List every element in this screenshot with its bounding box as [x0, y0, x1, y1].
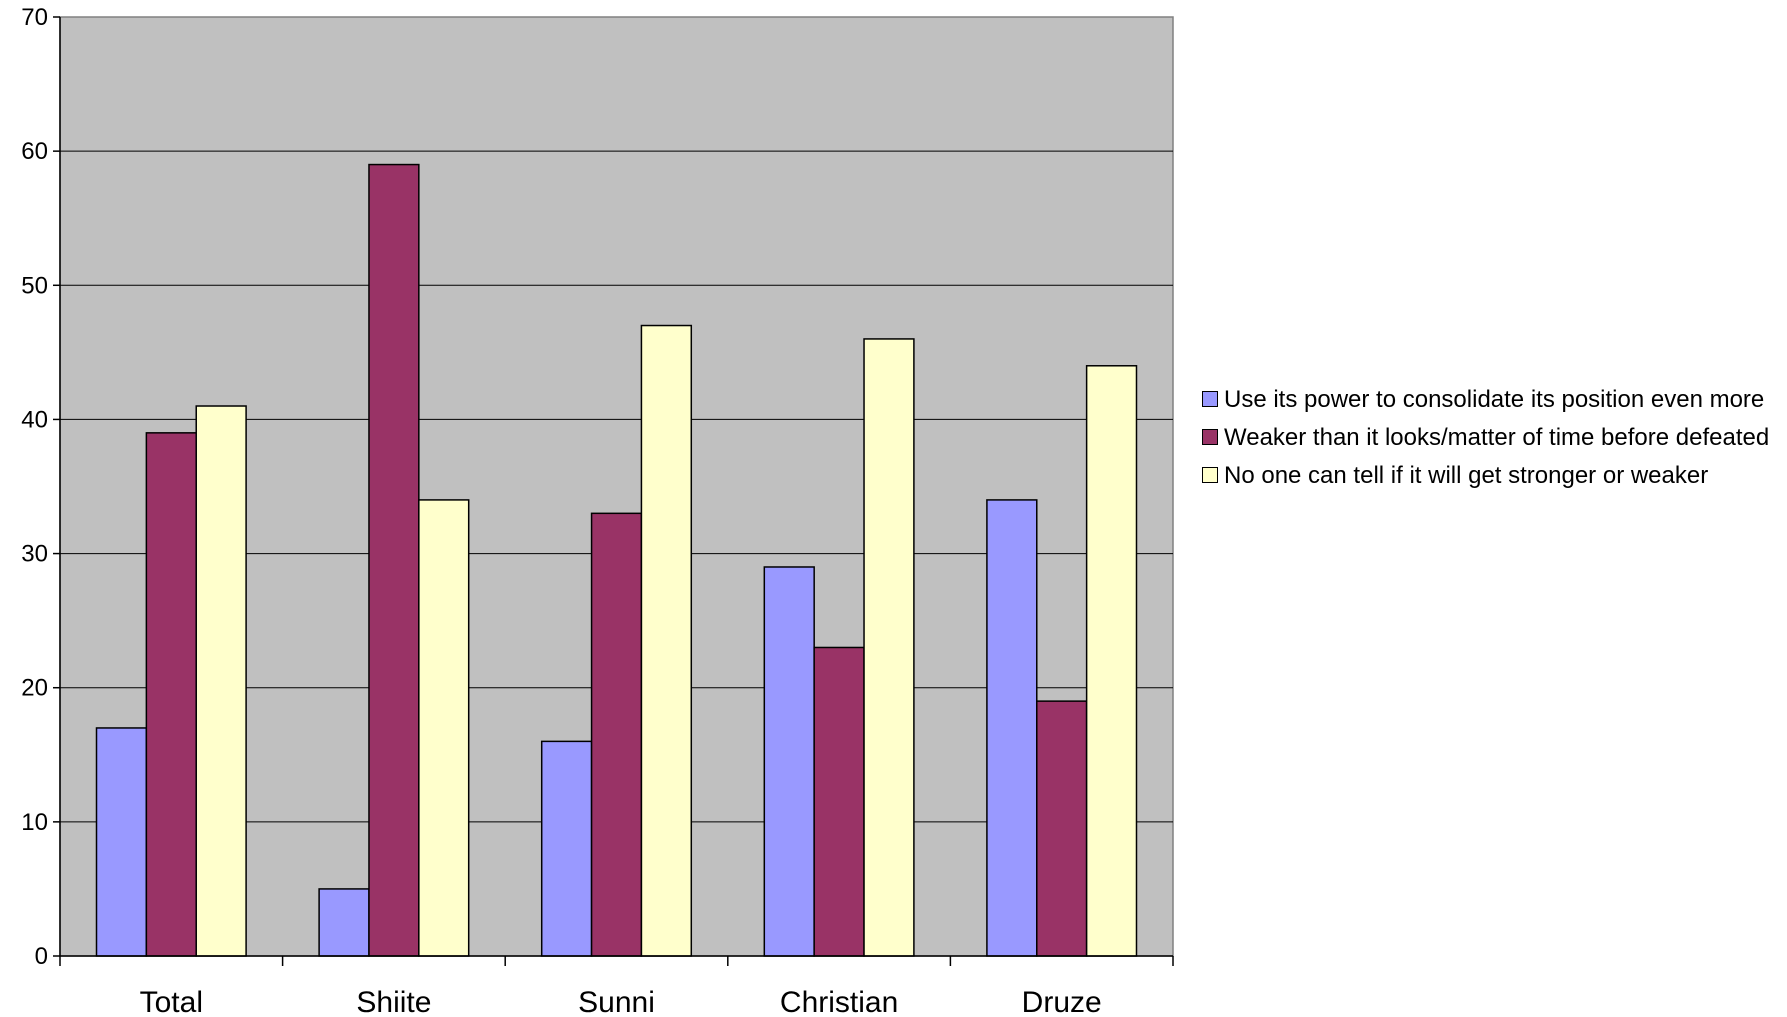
legend-item: Weaker than it looks/matter of time befo…: [1202, 423, 1782, 453]
y-tick-label: 10: [21, 809, 48, 836]
bar: [763, 566, 815, 957]
x-category-labels: Total Shiite Sunni Christian Druze: [140, 986, 1102, 1017]
bar: [368, 163, 420, 957]
legend-label: Use its power to consolidate its positio…: [1224, 386, 1765, 413]
x-category-label: Shiite: [356, 986, 431, 1017]
x-category-label: Druze: [1022, 986, 1102, 1017]
bar: [1085, 365, 1138, 957]
bars: [95, 163, 1138, 957]
legend: Use its power to consolidate its positio…: [1202, 385, 1782, 499]
legend-label: No one can tell if it will get stronger …: [1224, 462, 1709, 489]
y-tick-label: 0: [35, 943, 48, 970]
bar: [986, 499, 1038, 957]
legend-swatch: [1202, 429, 1218, 445]
y-tick-label: 70: [21, 4, 48, 31]
legend-item: No one can tell if it will get stronger …: [1202, 461, 1782, 491]
bar: [195, 405, 247, 957]
legend-swatch: [1202, 391, 1218, 407]
bar: [540, 740, 593, 957]
y-tick-label: 30: [21, 541, 48, 568]
legend-label: Weaker than it looks/matter of time befo…: [1224, 424, 1770, 451]
y-tick-label: 50: [21, 272, 48, 299]
bar: [145, 432, 197, 957]
bar: [1036, 700, 1088, 957]
legend-item: Use its power to consolidate its positio…: [1202, 385, 1782, 415]
bar: [863, 338, 915, 957]
axes: [53, 16, 1174, 966]
y-tick-label: 40: [21, 406, 48, 433]
bar: [95, 727, 148, 957]
y-tick-label: 20: [21, 675, 48, 702]
bar: [813, 646, 865, 957]
x-category-label: Sunni: [578, 986, 655, 1017]
bar: [418, 499, 470, 957]
x-category-label: Christian: [780, 986, 898, 1017]
bar: [318, 888, 370, 957]
bar: [590, 512, 643, 957]
legend-swatch: [1202, 467, 1218, 483]
y-tick-labels: 0 10 20 30 40 50 60 70: [21, 4, 48, 970]
bar: [640, 324, 693, 957]
y-tick-label: 60: [21, 138, 48, 165]
x-category-label: Total: [140, 986, 203, 1017]
